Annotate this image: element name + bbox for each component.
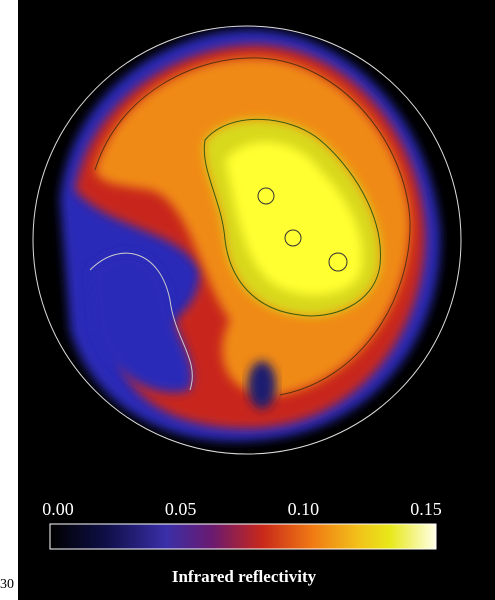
colorbar-tick-label: 0.00 [42, 499, 74, 519]
colorbar-label: Infrared reflectivity [172, 567, 317, 586]
colorbar-tick-label: 0.10 [288, 499, 320, 519]
colorbar-tick-label: 0.15 [410, 499, 442, 519]
page-number: 30 [0, 577, 14, 592]
colorbar-tick-label: 0.05 [165, 499, 197, 519]
colorbar [49, 523, 437, 550]
disk-outline [32, 25, 462, 455]
reflectivity-map [60, 30, 441, 442]
